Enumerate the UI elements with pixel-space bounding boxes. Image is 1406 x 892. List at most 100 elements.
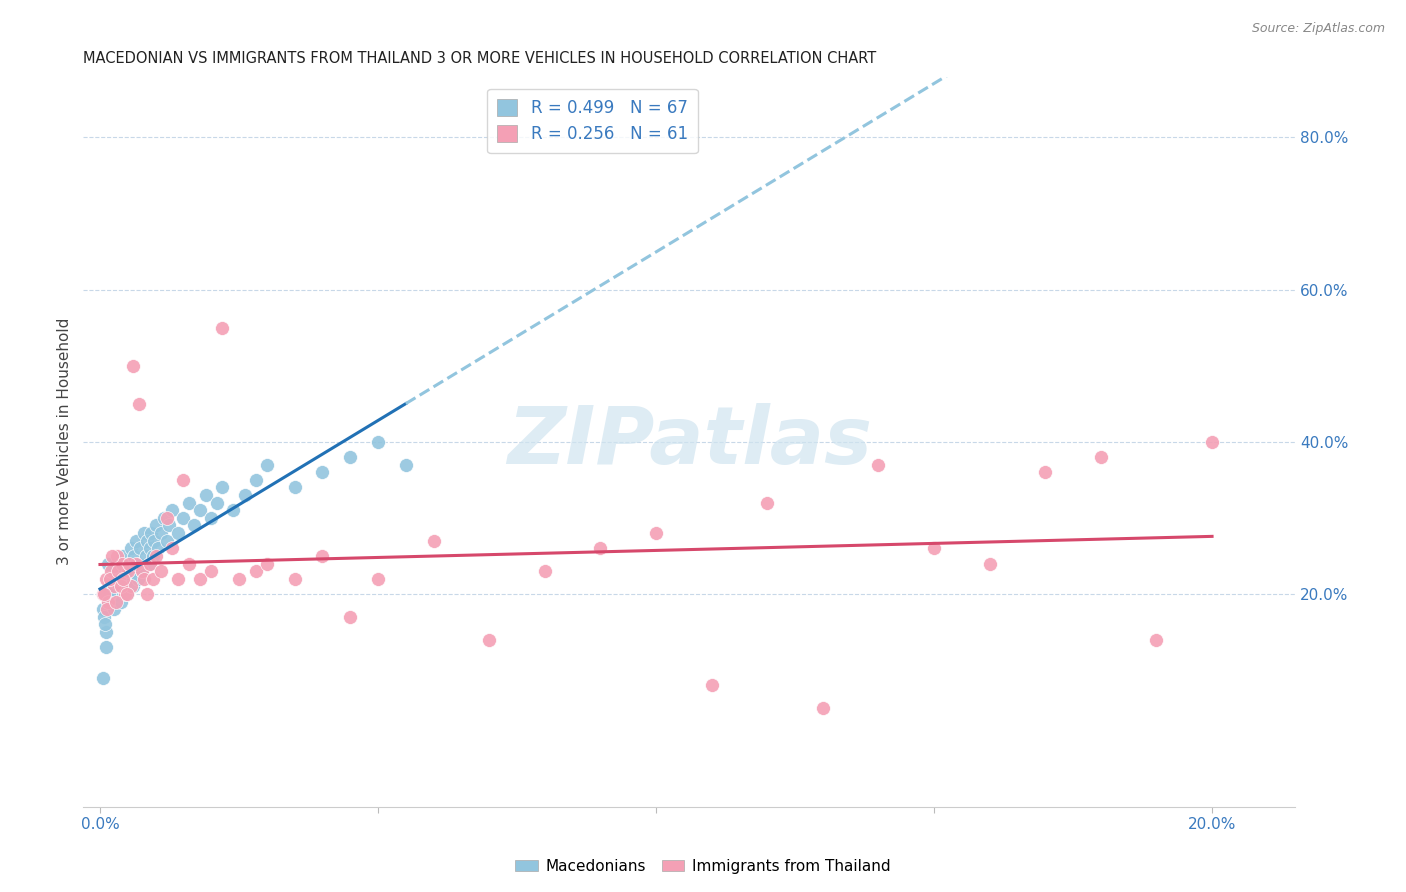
Point (142, 572, 165, 586)
Point (145, 549, 167, 563)
Point (159, 518, 181, 533)
Point (188, 572, 211, 586)
Point (245, 473, 267, 487)
Point (533, 564, 555, 578)
Point (172, 473, 194, 487)
Point (166, 572, 188, 586)
Point (1033, 465, 1056, 479)
Point (367, 572, 389, 586)
Point (166, 526, 188, 541)
Point (589, 541, 612, 556)
Point (177, 496, 200, 510)
Point (112, 572, 135, 586)
Point (122, 579, 145, 593)
Point (211, 480, 233, 494)
Point (868, 458, 890, 472)
Point (115, 587, 138, 601)
Point (194, 488, 217, 502)
Point (94, 617, 117, 632)
Point (107, 557, 129, 571)
Point (811, 701, 834, 715)
Point (110, 579, 132, 593)
Point (139, 526, 162, 541)
Point (131, 564, 153, 578)
Point (311, 465, 333, 479)
Text: Source: ZipAtlas.com: Source: ZipAtlas.com (1251, 22, 1385, 36)
Point (101, 564, 124, 578)
Point (1090, 450, 1112, 464)
Point (134, 572, 156, 586)
Point (645, 526, 668, 541)
Point (120, 541, 142, 556)
Point (143, 533, 166, 548)
Point (172, 511, 194, 525)
Point (104, 587, 127, 601)
Point (138, 557, 160, 571)
Point (122, 359, 145, 373)
Point (127, 572, 149, 586)
Point (136, 533, 159, 548)
Point (103, 602, 125, 616)
Point (98, 572, 121, 586)
Point (114, 572, 136, 586)
Point (115, 587, 138, 601)
Point (93, 587, 115, 601)
Point (97, 594, 120, 608)
Point (96, 602, 118, 616)
Point (284, 572, 307, 586)
Point (131, 564, 153, 578)
Point (139, 541, 162, 556)
Point (105, 549, 128, 563)
Point (153, 511, 176, 525)
Point (125, 533, 148, 548)
Point (200, 564, 222, 578)
Point (256, 557, 278, 571)
Point (142, 549, 165, 563)
Point (121, 564, 143, 578)
Point (117, 557, 139, 571)
Legend: R = 0.499   N = 67, R = 0.256   N = 61: R = 0.499 N = 67, R = 0.256 N = 61 (486, 88, 697, 153)
Point (339, 450, 361, 464)
Point (162, 503, 184, 517)
Point (118, 572, 141, 586)
Point (222, 503, 245, 517)
Point (128, 557, 150, 571)
Point (108, 572, 131, 586)
Point (100, 579, 122, 593)
Y-axis label: 3 or more Vehicles in Household: 3 or more Vehicles in Household (58, 318, 72, 566)
Point (97, 587, 120, 601)
Point (1146, 632, 1168, 647)
Point (150, 564, 173, 578)
Point (145, 518, 167, 533)
Point (97, 557, 120, 571)
Point (111, 564, 134, 578)
Point (110, 594, 132, 608)
Point (114, 587, 136, 601)
Point (134, 526, 156, 541)
Point (103, 579, 125, 593)
Legend: Macedonians, Immigrants from Thailand: Macedonians, Immigrants from Thailand (509, 853, 897, 880)
Point (135, 549, 157, 563)
Point (136, 587, 159, 601)
Point (205, 496, 228, 510)
Point (94, 572, 117, 586)
Point (756, 496, 779, 510)
Point (150, 526, 173, 541)
Point (183, 518, 205, 533)
Point (233, 488, 256, 502)
Point (367, 434, 389, 449)
Point (97, 594, 120, 608)
Point (128, 397, 150, 411)
Point (129, 541, 152, 556)
Point (478, 632, 501, 647)
Point (111, 557, 134, 571)
Point (200, 511, 222, 525)
Point (94, 640, 117, 655)
Point (1201, 434, 1223, 449)
Point (162, 541, 184, 556)
Point (922, 541, 945, 556)
Point (422, 533, 444, 548)
Point (96, 587, 118, 601)
Text: MACEDONIAN VS IMMIGRANTS FROM THAILAND 3 OR MORE VEHICLES IN HOUSEHOLD CORRELATI: MACEDONIAN VS IMMIGRANTS FROM THAILAND 3… (83, 51, 876, 66)
Point (177, 557, 200, 571)
